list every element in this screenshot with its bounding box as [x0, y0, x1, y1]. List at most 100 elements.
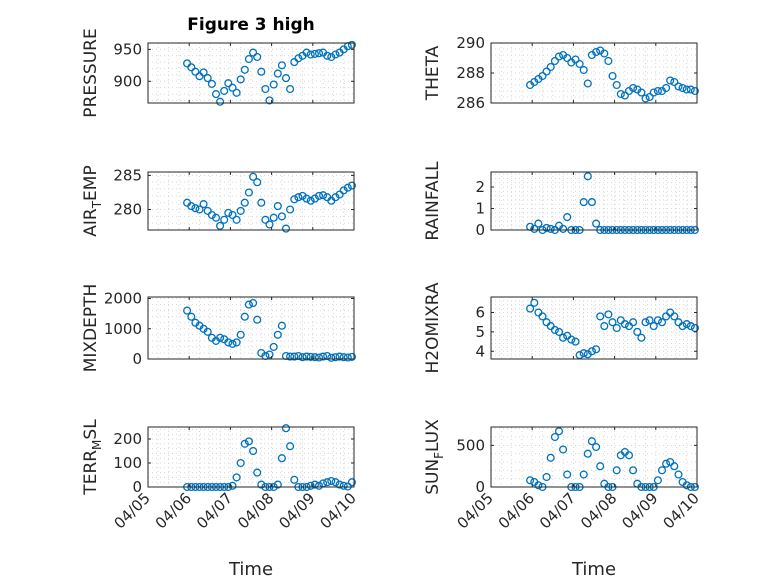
data-point	[187, 63, 196, 72]
data-point	[281, 224, 291, 233]
data-point	[277, 321, 286, 330]
y-tick-label: 2000	[104, 290, 142, 308]
data-point	[649, 88, 658, 97]
data-point	[220, 86, 229, 95]
data-point	[286, 442, 295, 451]
data-point	[567, 335, 576, 344]
data-point	[236, 206, 245, 215]
data-point	[302, 352, 311, 361]
data-point	[199, 68, 208, 77]
data-point	[686, 322, 695, 331]
y-axis-label: SUNFLUX	[423, 419, 446, 495]
data-point	[637, 333, 646, 342]
data-point	[236, 75, 245, 84]
data-point	[335, 480, 344, 489]
data-point	[682, 481, 691, 490]
data-point	[592, 345, 601, 354]
data-point	[306, 352, 315, 361]
data-point	[306, 50, 315, 59]
y-tick-label: 0	[132, 478, 142, 496]
data-point	[199, 200, 208, 209]
data-point	[236, 330, 245, 339]
data-point	[286, 205, 295, 214]
x-tick-label: 04/10	[660, 489, 703, 532]
data-point	[191, 67, 200, 76]
x-tick-label: 04/07	[193, 489, 236, 532]
data-point	[612, 323, 621, 333]
data-point	[546, 224, 555, 233]
y-tick-label: 5	[475, 323, 485, 341]
data-point	[579, 198, 588, 207]
data-point	[327, 52, 336, 62]
data-point	[662, 83, 671, 93]
data-point	[550, 56, 559, 66]
x-tick-label: 04/08	[577, 489, 620, 532]
data-point	[319, 352, 328, 361]
data-point	[331, 478, 340, 487]
data-point	[240, 439, 249, 448]
data-point	[686, 85, 695, 94]
subplot-grid: 900 950 PRESSURE 286 288 290 THETA 280 285 AIRTEM…	[81, 28, 703, 532]
data-point	[575, 59, 584, 69]
data-point	[604, 56, 613, 66]
y-axis-label: H2OMIXRA	[423, 282, 443, 373]
data-point	[559, 224, 568, 233]
data-point	[244, 188, 253, 197]
data-point	[187, 202, 196, 211]
data-point	[224, 208, 233, 217]
data-point	[306, 481, 315, 490]
data-point	[310, 49, 319, 58]
data-point	[277, 212, 286, 221]
data-point	[347, 478, 356, 487]
data-point	[257, 480, 266, 489]
subplot-top-left: 900 950 PRESSURE	[81, 28, 356, 118]
data-point	[211, 90, 221, 99]
data-point	[612, 466, 621, 475]
data-point	[542, 472, 551, 482]
data-point	[657, 318, 667, 327]
y-tick-label: 290	[456, 34, 485, 52]
data-point	[579, 349, 588, 358]
data-point	[596, 462, 605, 471]
data-point	[236, 458, 245, 468]
data-point	[674, 470, 683, 479]
y-tick-label: 0	[475, 221, 485, 239]
marker-series	[183, 172, 356, 233]
data-point	[281, 424, 291, 433]
data-point	[314, 49, 324, 58]
data-point	[587, 437, 596, 446]
data-point	[302, 194, 311, 203]
axes-box	[490, 426, 698, 488]
y-tick-label: 286	[456, 94, 485, 112]
data-point	[310, 353, 319, 362]
data-point	[203, 74, 212, 83]
subplot-row2-right: 0 1 2 RAINFALL	[423, 161, 699, 241]
data-point	[347, 352, 356, 361]
data-point	[277, 61, 286, 70]
data-point	[187, 312, 196, 321]
data-point	[624, 451, 634, 460]
marker-series	[526, 298, 699, 360]
axes-box	[147, 426, 355, 488]
data-point	[649, 322, 658, 331]
data-point	[629, 83, 638, 93]
data-point	[240, 65, 249, 74]
data-point	[526, 304, 535, 313]
data-point	[232, 473, 241, 482]
data-point	[232, 215, 241, 224]
data-point	[579, 65, 588, 75]
data-point	[314, 191, 324, 200]
data-point	[546, 62, 555, 72]
data-point	[571, 337, 580, 346]
data-point	[261, 84, 270, 94]
data-point	[347, 40, 356, 49]
data-point	[563, 53, 572, 63]
data-point	[207, 79, 216, 88]
y-tick-label: 0	[475, 478, 485, 496]
x-axis-label-left: Time	[228, 559, 273, 580]
data-point	[249, 48, 258, 57]
plot-area	[491, 427, 697, 487]
data-point	[339, 481, 348, 490]
data-point	[530, 224, 539, 233]
